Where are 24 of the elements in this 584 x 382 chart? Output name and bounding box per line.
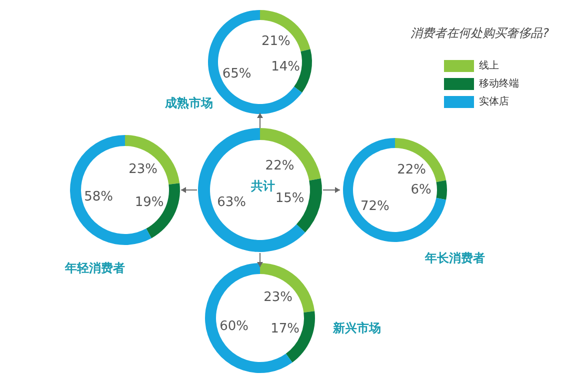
data-label: 17% <box>270 321 300 336</box>
data-label: 15% <box>275 191 304 206</box>
data-label: 6% <box>410 182 432 198</box>
data-label: 58% <box>84 189 114 204</box>
slice-label: 新兴市场 <box>332 321 381 335</box>
data-label: 22% <box>397 162 426 178</box>
data-label: 23% <box>264 290 292 306</box>
data-label: 23% <box>128 162 158 178</box>
data-label: 60% <box>220 318 249 334</box>
legend-label: 线上 <box>479 60 499 72</box>
slice-label: 成熟市场 <box>164 96 213 110</box>
legend-label: 实体店 <box>479 96 509 108</box>
slice-label: 共计 <box>250 179 275 193</box>
slice-label: 年长消费者 <box>424 251 485 265</box>
data-label: 63% <box>217 194 246 210</box>
data-label: 14% <box>271 59 300 74</box>
data-label: 22% <box>265 158 294 174</box>
data-label: 19% <box>134 194 164 210</box>
slice-label: 年轻消费者 <box>64 261 125 275</box>
data-label: 65% <box>222 66 252 82</box>
data-label: 72% <box>360 199 390 214</box>
data-label: 21% <box>262 34 290 49</box>
legend-label: 移动终端 <box>479 78 519 90</box>
legend-title: 消费者在何处购买奢侈品? <box>410 26 550 40</box>
